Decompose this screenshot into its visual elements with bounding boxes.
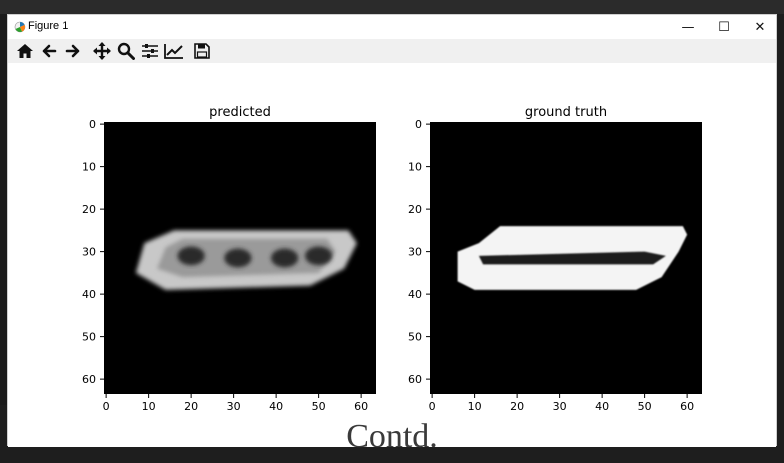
predicted-dark-spot xyxy=(224,248,252,268)
y-tick-label: 50 xyxy=(82,331,96,344)
figure-canvas: predicted 0 10 20 30 40 50 60 0 10 20 30 40 50 60 groun… xyxy=(8,63,776,447)
ground-truth-slot xyxy=(478,251,666,265)
y-tick-label: 30 xyxy=(408,246,422,259)
forward-button[interactable] xyxy=(62,41,84,61)
minimize-button[interactable]: — xyxy=(681,19,695,35)
zoom-icon xyxy=(117,42,135,60)
x-tick-label: 40 xyxy=(269,400,283,413)
x-tick-label: 20 xyxy=(510,400,524,413)
x-tick-label: 10 xyxy=(142,400,156,413)
close-button[interactable]: ✕ xyxy=(754,19,766,35)
pan-button[interactable] xyxy=(91,41,113,61)
image-content xyxy=(135,230,357,290)
figure-window: Figure 1 — ☐ ✕ xyxy=(7,14,777,447)
background-terminal xyxy=(0,14,7,414)
save-icon xyxy=(194,43,210,59)
x-tick-label: 60 xyxy=(680,400,694,413)
predicted-dark-spot xyxy=(177,246,205,266)
window-title: Figure 1 xyxy=(28,20,69,32)
x-tick-label: 50 xyxy=(312,400,326,413)
maximize-button[interactable]: ☐ xyxy=(718,19,730,35)
back-icon xyxy=(42,44,57,58)
y-tick-label: 20 xyxy=(82,203,96,216)
navigation-toolbar xyxy=(8,39,776,64)
back-button[interactable] xyxy=(38,41,60,61)
subplot-title: predicted xyxy=(209,105,271,120)
title-bar[interactable]: Figure 1 — ☐ ✕ xyxy=(8,15,776,39)
x-tick-label: 60 xyxy=(354,400,368,413)
home-button[interactable] xyxy=(14,41,36,61)
subplot-title: ground truth xyxy=(525,105,607,120)
subplot-ground-truth: ground truth 0 10 20 30 40 50 60 0 10 20 30 40 50 60 xyxy=(408,105,702,413)
x-tick-label: 50 xyxy=(638,400,652,413)
zoom-button[interactable] xyxy=(115,41,137,61)
y-tick-label: 10 xyxy=(82,161,96,174)
y-tick-label: 0 xyxy=(89,118,96,131)
y-tick-label: 40 xyxy=(408,288,422,301)
y-tick-label: 60 xyxy=(408,373,422,386)
y-tick-label: 60 xyxy=(82,373,96,386)
x-tick-label: 0 xyxy=(429,400,436,413)
matplotlib-app-icon xyxy=(14,21,26,33)
image-content xyxy=(457,226,688,290)
y-tick-label: 40 xyxy=(82,288,96,301)
x-tick-label: 0 xyxy=(103,400,110,413)
caption-text: Contd. xyxy=(346,418,438,455)
save-button[interactable] xyxy=(191,41,213,61)
y-tick-label: 0 xyxy=(415,118,422,131)
y-tick-label: 30 xyxy=(82,246,96,259)
background-taskbar xyxy=(0,0,784,14)
forward-icon xyxy=(65,44,80,58)
x-tick-label: 40 xyxy=(595,400,609,413)
y-tick-label: 10 xyxy=(408,161,422,174)
y-tick-label: 20 xyxy=(408,203,422,216)
home-icon xyxy=(17,44,33,58)
configure-subplots-icon xyxy=(142,44,158,58)
x-tick-label: 30 xyxy=(553,400,567,413)
y-tick-label: 50 xyxy=(408,331,422,344)
x-tick-label: 10 xyxy=(468,400,482,413)
subplot-predicted: predicted 0 10 20 30 40 50 60 0 10 20 30 40 50 60 xyxy=(82,105,376,413)
edit-axis-button[interactable] xyxy=(163,41,185,61)
edit-axis-icon xyxy=(164,44,183,59)
configure-subplots-button[interactable] xyxy=(139,41,161,61)
x-tick-label: 20 xyxy=(184,400,198,413)
x-tick-label: 30 xyxy=(227,400,241,413)
predicted-dark-spot xyxy=(305,246,333,266)
predicted-dark-spot xyxy=(271,248,299,268)
pan-icon xyxy=(93,42,111,60)
